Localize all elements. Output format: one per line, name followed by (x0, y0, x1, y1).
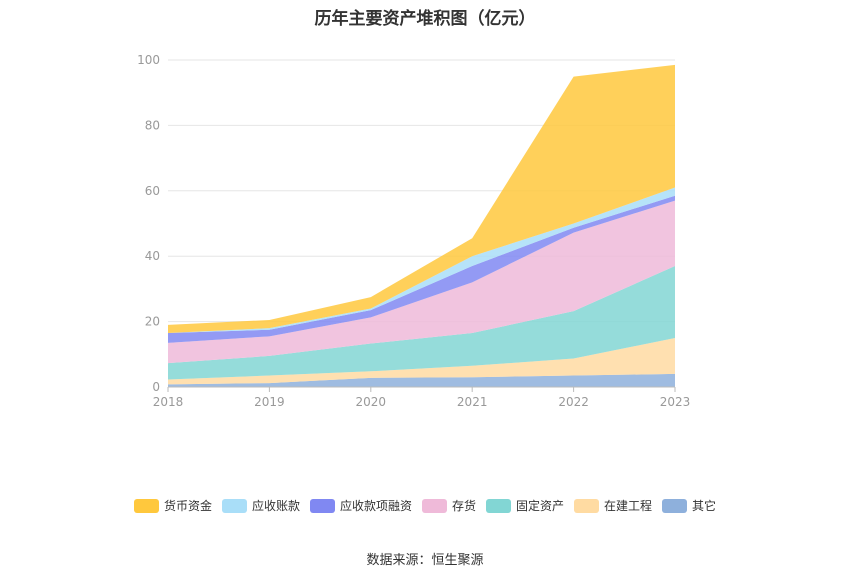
stacked-area-chart: 0 20 40 60 80 100 2018 2019 2020 2021 2022 2023 (137, 53, 691, 409)
legend-item[interactable]: 存货 (421, 497, 476, 514)
area-series-货币资金 (168, 64, 675, 334)
legend-item[interactable]: 货币资金 (133, 497, 212, 514)
legend-swatch (421, 498, 447, 513)
legend-item[interactable]: 固定资产 (486, 497, 564, 514)
legend-swatch (133, 498, 159, 513)
legend-label: 货币资金 (163, 499, 212, 513)
legend: 货币资金 应收账款 应收款项融资 存货 固定资产 在建工程 其它 (0, 497, 850, 514)
area-series-其它 (168, 373, 675, 387)
legend-swatch (574, 498, 600, 513)
legend-label: 其它 (692, 499, 717, 513)
legend-item[interactable]: 应收账款 (221, 497, 300, 514)
y-tick-label: 60 (145, 184, 160, 198)
legend-label: 存货 (451, 499, 476, 513)
legend-swatch (486, 498, 511, 513)
x-tick-label: 2022 (558, 395, 589, 409)
chart-title: 历年主要资产堆积图（亿元） (314, 9, 536, 29)
legend-swatch (221, 498, 247, 513)
legend-swatch (309, 498, 335, 513)
y-tick-label: 20 (145, 315, 160, 329)
legend-swatch (662, 498, 688, 513)
data-source-note: 数据来源：恒生聚源 (366, 553, 484, 568)
x-tick-label: 2019 (254, 395, 285, 409)
y-tick-label: 80 (145, 118, 160, 132)
legend-item[interactable]: 应收款项融资 (309, 497, 412, 514)
area-series-在建工程 (168, 337, 675, 385)
x-tick-label: 2018 (153, 395, 184, 409)
x-tick-label: 2023 (660, 395, 691, 409)
legend-item[interactable]: 其它 (662, 497, 716, 514)
y-tick-label: 100 (137, 53, 160, 67)
x-tick-label: 2021 (457, 395, 488, 409)
legend-label: 固定资产 (516, 499, 565, 513)
y-tick-label: 0 (152, 380, 160, 394)
area-series-存货 (168, 200, 675, 364)
legend-label: 在建工程 (604, 499, 653, 513)
legend-label: 应收账款 (251, 499, 300, 513)
legend-label: 应收款项融资 (339, 499, 412, 513)
legend-item[interactable]: 在建工程 (574, 497, 652, 514)
x-tick-label: 2020 (356, 395, 387, 409)
area-series-固定资产 (168, 266, 675, 380)
y-tick-label: 40 (145, 249, 160, 263)
